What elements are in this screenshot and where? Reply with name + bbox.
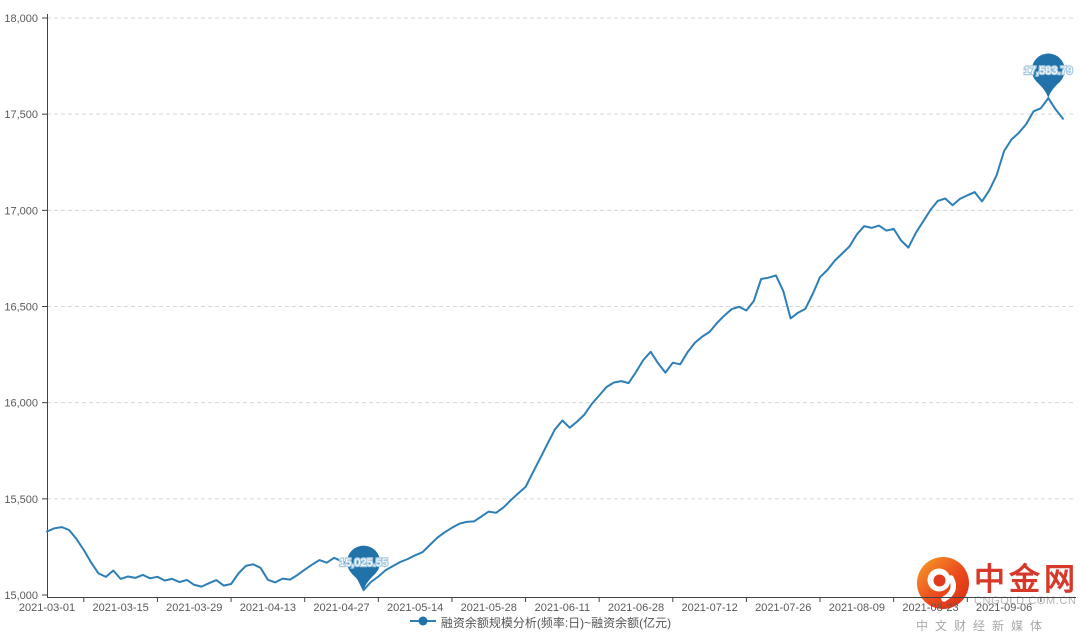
series-line[interactable] [46,97,1064,592]
y-axis-label: 17,500 [4,109,38,121]
min-pin-marker[interactable]: 15,025.55 [338,545,389,591]
x-axis-label: 2021-05-28 [461,602,517,614]
x-axis-label: 2021-05-14 [387,602,443,614]
y-axis-label: 16,000 [4,398,38,410]
y-axis-label: 15,000 [4,590,38,602]
x-axis-label: 2021-07-12 [681,602,737,614]
cngold-logo-icon [916,556,970,615]
x-axis-label: 2021-06-28 [608,602,664,614]
x-axis-label: 2021-08-09 [829,602,885,614]
max-pin-marker[interactable]: 17,583.79 [1023,53,1074,99]
x-axis-label: 2021-06-11 [535,602,590,614]
x-axis-label: 2021-08-23 [902,602,958,614]
x-axis-label: 2021-09-06 [976,602,1032,614]
legend-label: 融资余额规模分析(频率:日)~融资余额(亿元) [440,616,672,630]
legend[interactable]: 融资余额规模分析(频率:日)~融资余额(亿元) [0,614,1080,632]
x-axis-label: 2021-04-27 [313,602,369,614]
y-axis-label: 15,500 [4,494,38,506]
y-axis-label: 17,000 [4,205,38,217]
y-axis-label: 16,500 [4,302,38,314]
x-axis-label: 2021-03-29 [166,602,222,614]
y-axis-label: 18,000 [4,13,38,25]
x-axis-label: 2021-03-15 [92,602,148,614]
max-pin-marker-label: 17,583.79 [1024,65,1073,77]
watermark-slogan: 中文财经新媒体 [916,619,1050,633]
x-axis-label: 2021-03-01 [19,602,75,614]
legend-line-dot-icon [409,614,437,632]
min-pin-marker-label: 15,025.55 [339,557,388,569]
x-axis-label: 2021-04-13 [240,602,296,614]
x-axis-label: 2021-07-26 [755,602,811,614]
watermark-brand-name: 中金网 [974,562,1079,597]
